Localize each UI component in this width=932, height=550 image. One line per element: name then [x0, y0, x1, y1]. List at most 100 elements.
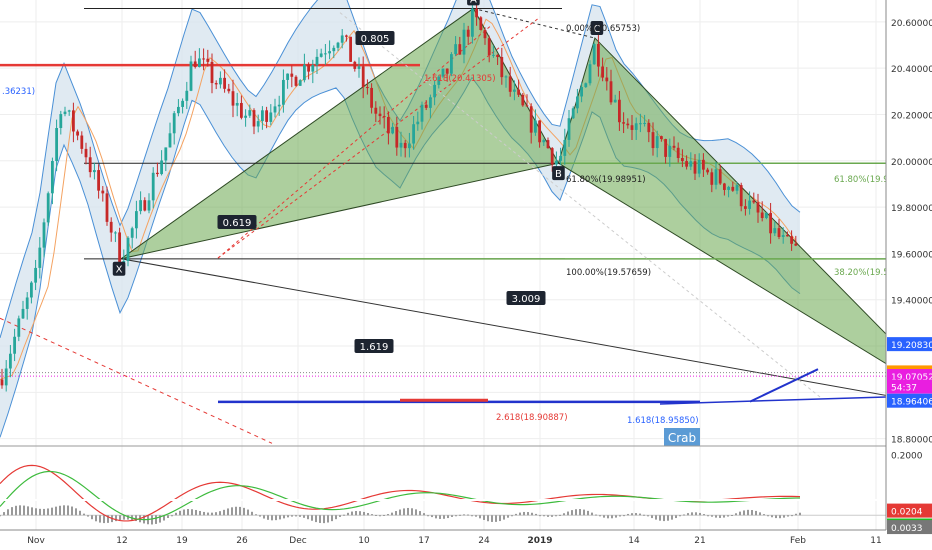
point-label-a: A — [470, 0, 477, 5]
candle-body — [290, 73, 294, 77]
histogram-bar — [159, 515, 161, 523]
histogram-bar — [639, 513, 641, 516]
trendline-up — [749, 368, 819, 403]
candle-body — [584, 83, 588, 88]
fib-label: 100.00%(19.57659) — [566, 268, 651, 278]
histogram-bar — [315, 515, 317, 523]
candle-body — [664, 139, 667, 157]
point-label-c: C — [593, 24, 600, 35]
histogram-bar — [295, 515, 297, 517]
candle-body — [101, 190, 105, 194]
histogram-bar — [211, 512, 213, 516]
time-tick-label: 19 — [176, 536, 188, 546]
candle-body — [462, 29, 466, 55]
histogram-bar — [351, 511, 353, 516]
candle-body — [109, 221, 113, 233]
histogram-bar — [495, 515, 497, 522]
candle-body — [563, 139, 567, 156]
histogram-bar — [731, 515, 733, 517]
ratio-label-box — [355, 31, 395, 45]
candle-body — [668, 145, 672, 157]
left-edge-label: .36231) — [2, 87, 35, 97]
histogram-bar — [595, 514, 597, 516]
price-tick-label: 19.60000 — [891, 250, 932, 260]
candle-body — [639, 123, 642, 125]
price-tick-label: 20.20000 — [891, 111, 932, 121]
histogram-bar — [83, 513, 85, 516]
histogram-bar — [671, 515, 673, 520]
histogram-bar — [303, 515, 305, 518]
candle-body — [643, 122, 646, 124]
histogram-bar — [539, 515, 541, 517]
time-axis[interactable]: Nov 12 19 26 Dec 10 17 24 2019 14 21 Feb 11 — [0, 529, 886, 550]
price-tag-label: 19.20830 — [891, 341, 932, 351]
histogram-bar — [63, 505, 65, 516]
price-tag-box — [887, 379, 932, 394]
candle-body — [25, 297, 29, 309]
ratio-label-box — [354, 339, 394, 353]
histogram-bar — [763, 514, 765, 516]
histogram-bar — [691, 512, 693, 516]
histogram-bar — [179, 510, 181, 516]
candle-body — [613, 99, 617, 103]
time-tick-label: 2019 — [527, 536, 552, 546]
histogram-bar — [199, 510, 201, 516]
candle-body — [231, 91, 235, 106]
histogram-bar — [335, 515, 337, 520]
histogram-bar — [267, 515, 269, 520]
candle-body — [458, 44, 462, 55]
histogram-bar — [799, 512, 801, 516]
candle-body — [319, 53, 323, 57]
grey-dotted-line — [339, 12, 821, 398]
candle-body — [403, 142, 407, 149]
histogram-bar — [283, 515, 285, 519]
histogram-bar — [407, 507, 409, 516]
histogram-bar — [391, 512, 393, 516]
candle-body — [769, 212, 772, 234]
histogram-bar — [171, 515, 173, 517]
histogram-bar — [59, 505, 61, 516]
histogram-bar — [183, 509, 185, 516]
candle-body — [529, 106, 533, 133]
candle-body — [265, 110, 268, 122]
candle-body — [391, 126, 394, 134]
histogram-bar — [563, 513, 565, 516]
candle-body — [353, 61, 357, 69]
histogram-bar — [39, 508, 41, 516]
time-tick-label: Feb — [790, 536, 806, 546]
histogram-bar — [551, 515, 553, 517]
histogram-bar — [611, 515, 613, 519]
histogram-bar — [207, 512, 209, 516]
point-label-x-box — [112, 261, 126, 276]
candle-body — [605, 77, 609, 82]
histogram-bar — [703, 514, 705, 516]
price-axis[interactable]: 20.60000 20.40000 20.20000 20.00000 19.80000… — [885, 0, 932, 550]
histogram-bar — [587, 510, 589, 516]
candle-body — [492, 54, 495, 56]
candle-body — [294, 76, 298, 86]
histogram-bar — [0, 515, 1, 517]
histogram-bar — [727, 515, 729, 517]
candle-body — [387, 117, 390, 134]
histogram-bar — [331, 515, 333, 522]
candle-body — [786, 235, 789, 237]
candle-body — [399, 142, 403, 148]
histogram-bar — [555, 515, 557, 517]
price-tick-label: 19.80000 — [891, 204, 932, 214]
price-tick-label: 20.00000 — [891, 158, 932, 168]
candle-body — [634, 123, 638, 130]
ratio-label: 0.619 — [223, 218, 252, 229]
candle-body — [714, 169, 718, 185]
histogram-bar — [467, 514, 469, 516]
candle-body — [336, 42, 340, 48]
histogram-bar — [531, 512, 533, 516]
histogram-bar — [707, 515, 709, 517]
candle-body — [4, 368, 8, 386]
histogram-bar — [35, 508, 37, 516]
candle-body — [441, 68, 445, 77]
histogram-bar — [751, 510, 753, 516]
histogram-bar — [383, 514, 385, 516]
histogram-bar — [167, 515, 169, 518]
histogram-bar — [163, 515, 165, 521]
time-tick-label: 10 — [358, 536, 370, 546]
